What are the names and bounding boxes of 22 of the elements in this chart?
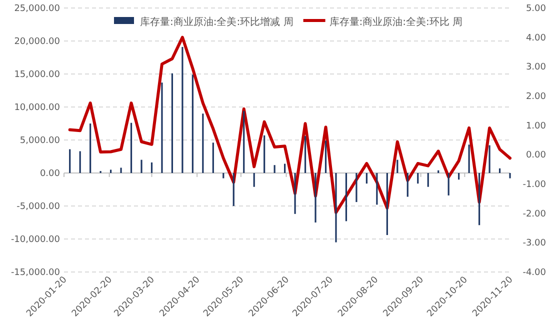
y-tick-label: 20,000.00 [14, 37, 60, 47]
y-tick-label: 25,000.00 [14, 4, 60, 14]
y2-tick-label: -4.00 [522, 268, 546, 278]
y2-tick-label: -1.00 [522, 180, 546, 190]
y-tick-label: 10,000.00 [14, 103, 60, 113]
y-tick-label: -10,000.00 [10, 235, 60, 245]
y-tick-label: 15,000.00 [14, 70, 60, 80]
y2-tick-label: 4.00 [526, 33, 546, 44]
line-series [68, 36, 512, 214]
y-tick-label: -15,000.00 [10, 268, 60, 278]
y2-tick-label: 3.00 [526, 62, 546, 73]
y2-tick-label: 5.00 [526, 4, 546, 14]
y-tick-label: 5,000.00 [20, 136, 60, 146]
legend-label: 库存量:商业原油:全美:环比增减 周 [140, 16, 294, 28]
y-tick-label: -5,000.00 [16, 202, 60, 212]
y2-tick-label: 2.00 [526, 92, 546, 102]
y2-tick-label: -3.00 [522, 238, 546, 249]
y2-tick-label: 0.00 [526, 150, 546, 161]
y2-tick-label: -2.00 [522, 209, 546, 220]
y2-tick-label: 1.00 [526, 121, 546, 132]
legend-label: 库存量:商业原油:全美:环比 周 [329, 16, 463, 28]
y-tick-label: 0.00 [40, 169, 60, 179]
